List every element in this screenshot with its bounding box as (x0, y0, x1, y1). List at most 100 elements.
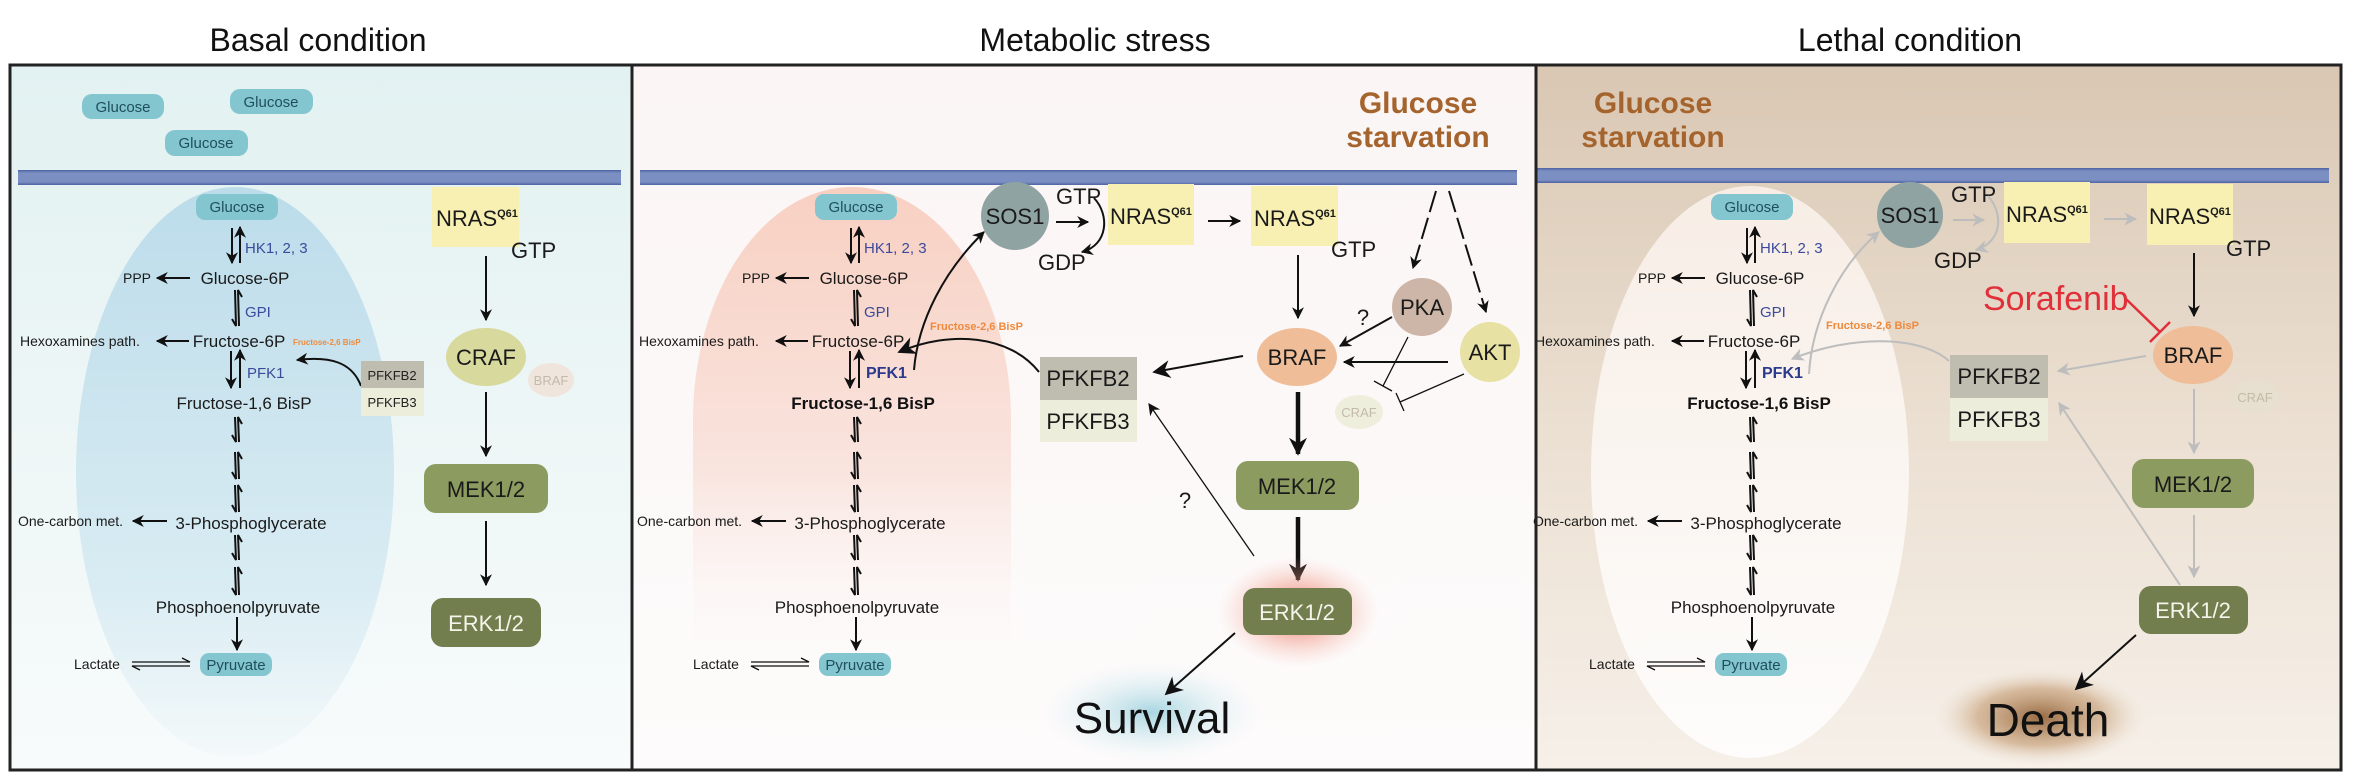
nras-label: NRASQ61 (2149, 204, 2231, 229)
pyruvate-pill (200, 653, 272, 676)
pfk1-enzyme-label: PFK1 (1762, 365, 1803, 382)
glucose-starvation-line1: Glucose (1594, 87, 1712, 120)
panel-title-stress: Metabolic stress (979, 22, 1210, 58)
mek-box (1236, 461, 1359, 510)
glucose-starvation-line1: Glucose (1359, 87, 1477, 120)
braf-faint-node (528, 363, 574, 397)
sorafenib-inhibits-braf (2125, 298, 2171, 343)
braf-to-pfkfb2-arrow (1152, 355, 1244, 378)
pfk1-enzyme-label: PFK1 (247, 365, 285, 382)
gtp-gdp-curve-arrow (1974, 195, 2000, 253)
pka-to-braf-arrow (1338, 316, 1393, 347)
reversible-reaction-arrow (1746, 451, 1758, 480)
pfkfb2-to-pfk1-arrow (1790, 340, 1950, 362)
nras-box-inactive (1108, 184, 1194, 245)
pka-inhibits-craf (1373, 336, 1409, 392)
pfkfb3-box (361, 388, 424, 416)
nras-text: NRAS (2006, 202, 2067, 227)
one-carbon-label: One-carbon met. (637, 513, 742, 529)
sos1-label: SOS1 (1881, 203, 1940, 228)
fructose-6p-label: Fructose-6P (193, 332, 286, 351)
pfkfb2-to-pfk1-arrow (897, 337, 1040, 373)
figure-border (8, 63, 2343, 772)
pfkfb3-label: PFKFB3 (367, 395, 416, 410)
lactate-pyruvate-equilibrium-arrow (750, 657, 810, 671)
mek-label: MEK1/2 (2154, 472, 2232, 497)
reversible-reaction-arrow (850, 451, 862, 480)
phosphoenolpyruvate-label: Phosphoenolpyruvate (156, 598, 320, 617)
mek-label: MEK1/2 (1258, 474, 1336, 499)
cell-membrane (640, 170, 1517, 185)
erk-box (1243, 588, 1352, 635)
nras-box-active (2147, 184, 2233, 245)
nras-label: NRASQ61 (1110, 204, 1192, 229)
hk-enzyme-label: HK1, 2, 3 (1760, 240, 1823, 257)
reversible-reaction-arrow (231, 416, 243, 443)
glucose-starvation-line2: starvation (1346, 121, 1489, 154)
glycolysis-pathway: Glucose HK1, 2, 3 Glucose-6P PPP GPI Fructose… (1533, 194, 1919, 676)
reversible-reaction-arrow (231, 451, 243, 480)
glucose-starvation-line2: starvation (1581, 121, 1724, 154)
fructose-1-6-bisp-label: Fructose-1,6 BisP (791, 394, 935, 413)
nras-label: NRASQ61 (2006, 202, 2088, 227)
gtp-label: GTP (2226, 236, 2271, 261)
gpi-enzyme-label: GPI (1760, 304, 1786, 321)
gpi-reaction-arrow (231, 289, 243, 327)
glucose-label: Glucose (209, 199, 264, 216)
pka-label: PKA (1400, 295, 1444, 320)
pyruvate-label: Pyruvate (825, 657, 884, 674)
lactate-pyruvate-equilibrium-arrow (1646, 657, 1706, 671)
pfk1-to-sos1-arrow (1808, 231, 1880, 375)
ppp-label: PPP (742, 270, 770, 286)
mek-label: MEK1/2 (447, 477, 525, 502)
nras-box-inactive (2004, 182, 2090, 243)
reversible-reaction-arrow (850, 416, 862, 443)
braf-to-pfkfb2-arrow (2056, 355, 2147, 376)
nras-superscript: Q61 (2067, 204, 2088, 216)
hk-enzyme-label: HK1, 2, 3 (864, 240, 927, 257)
glucose-6p-label: Glucose-6P (820, 269, 909, 288)
survival-glow (1042, 662, 1262, 762)
extracellular-glucose (82, 94, 164, 119)
nras-label: NRASQ61 (1254, 206, 1336, 231)
gtp-in-label: GTP (1951, 182, 1996, 207)
reversible-reaction-arrow (1746, 566, 1758, 596)
extracellular-glucose (230, 89, 313, 114)
glucose-6p-label: Glucose-6P (201, 269, 290, 288)
pfk1-enzyme-label: PFK1 (866, 365, 907, 382)
reversible-reaction-arrow (231, 484, 243, 513)
gpi-enzyme-label: GPI (245, 304, 271, 321)
braf-faint-label: BRAF (534, 373, 569, 388)
panel-title-lethal: Lethal condition (1798, 22, 2022, 58)
pfkfb2-label: PFKFB2 (1957, 364, 2040, 389)
death-glow (1935, 669, 2145, 765)
pfkfb3-label: PFKFB3 (1046, 409, 1129, 434)
pfkfb2-label: PFKFB2 (1046, 366, 1129, 391)
pfkfb2-box (1040, 357, 1137, 400)
sos1-label: SOS1 (986, 204, 1045, 229)
fructose-1-6-bisp-label: Fructose-1,6 BisP (1687, 394, 1831, 413)
pfkfb-to-pfk1-arrow (295, 352, 362, 387)
cell-membrane (1536, 168, 2329, 183)
fructose-2-6-bisp-label: Fructose-2,6 BisP (930, 321, 1023, 333)
lactate-label: Lactate (74, 656, 120, 672)
pfkfb2-box (361, 361, 424, 388)
gpi-reaction-arrow (850, 289, 862, 327)
gdp-label: GDP (1934, 248, 1982, 273)
erk-box (431, 598, 541, 647)
reversible-reaction-arrow (850, 566, 862, 596)
sos1-node (1877, 182, 1943, 248)
3-phosphoglycerate-label: 3-Phosphoglycerate (794, 514, 945, 533)
erk-question-mark: ? (1179, 488, 1191, 513)
erk-to-pfkfb3-arrow (2058, 401, 2181, 586)
braf-node (2153, 326, 2233, 384)
craf-label: CRAF (456, 345, 516, 370)
panel-title-basal: Basal condition (209, 22, 426, 58)
hk-enzyme-label: HK1, 2, 3 (245, 240, 308, 257)
glucose-label: Glucose (1724, 199, 1779, 216)
pyruvate-label: Pyruvate (206, 657, 265, 674)
pyruvate-label: Pyruvate (1721, 657, 1780, 674)
extracellular-glucose-label: Glucose (95, 99, 150, 116)
craf-node (446, 328, 526, 386)
